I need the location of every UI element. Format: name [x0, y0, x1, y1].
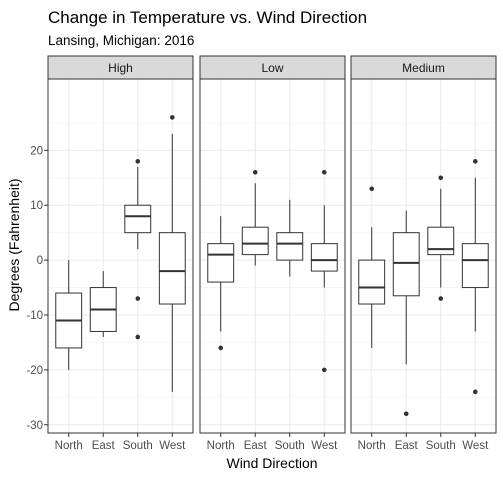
- outlier-point: [473, 390, 478, 395]
- x-tick-label: West: [311, 440, 338, 452]
- outlier-point: [135, 159, 140, 164]
- outlier-point: [253, 170, 258, 175]
- box-iqr: [311, 244, 337, 271]
- box-iqr: [208, 244, 234, 282]
- plot-area: -30 -20 -10 0 10 20 High North East South West Low N…: [26, 56, 496, 452]
- box-iqr: [393, 233, 419, 296]
- box-iqr: [242, 227, 268, 254]
- x-tick-label: North: [55, 440, 83, 452]
- box-iqr: [428, 227, 454, 254]
- outlier-point: [135, 335, 140, 340]
- chart-title: Change in Temperature vs. Wind Direction: [48, 8, 367, 27]
- outlier-point: [218, 346, 223, 351]
- x-tick-label: West: [462, 440, 489, 452]
- x-tick-label: North: [207, 440, 235, 452]
- outlier-point: [438, 296, 443, 301]
- facet-panel-medium: Medium North East South West: [351, 56, 496, 452]
- outlier-point: [438, 175, 443, 180]
- y-tick-label: 0: [37, 255, 43, 267]
- x-axis-title: Wind Direction: [226, 455, 317, 471]
- box-iqr: [462, 244, 488, 288]
- y-axis-title: Degrees (Fahrenheit): [6, 178, 22, 311]
- chart-subtitle: Lansing, Michigan: 2016: [48, 33, 194, 48]
- outlier-point: [404, 411, 409, 416]
- y-tick-label: -10: [26, 310, 43, 322]
- outlier-point: [170, 115, 175, 120]
- x-tick-label: East: [92, 440, 116, 452]
- y-tick-label: -20: [26, 365, 43, 377]
- y-tick-label: 20: [30, 145, 43, 157]
- x-tick-label: North: [358, 440, 386, 452]
- facet-panel-low: Low North East South West: [200, 56, 345, 452]
- facet-strip-label: Medium: [402, 61, 445, 75]
- outlier-point: [473, 159, 478, 164]
- x-tick-label: West: [159, 440, 186, 452]
- box-iqr: [159, 233, 185, 304]
- x-tick-label: South: [275, 440, 305, 452]
- y-tick-label: -30: [26, 420, 43, 432]
- outlier-point: [322, 368, 327, 373]
- y-tick-label: 10: [30, 200, 43, 212]
- x-tick-label: East: [244, 440, 268, 452]
- x-tick-label: South: [123, 440, 153, 452]
- box-iqr: [359, 260, 385, 304]
- box-iqr: [125, 205, 151, 232]
- outlier-point: [135, 296, 140, 301]
- facet-strip-label: Low: [261, 61, 283, 75]
- outlier-point: [369, 186, 374, 191]
- facet-panel-high: High North East South West: [48, 56, 193, 452]
- outlier-point: [322, 170, 327, 175]
- box-iqr: [277, 233, 303, 260]
- facet-strip-label: High: [108, 61, 133, 75]
- x-tick-label: South: [426, 440, 456, 452]
- x-tick-label: East: [395, 440, 419, 452]
